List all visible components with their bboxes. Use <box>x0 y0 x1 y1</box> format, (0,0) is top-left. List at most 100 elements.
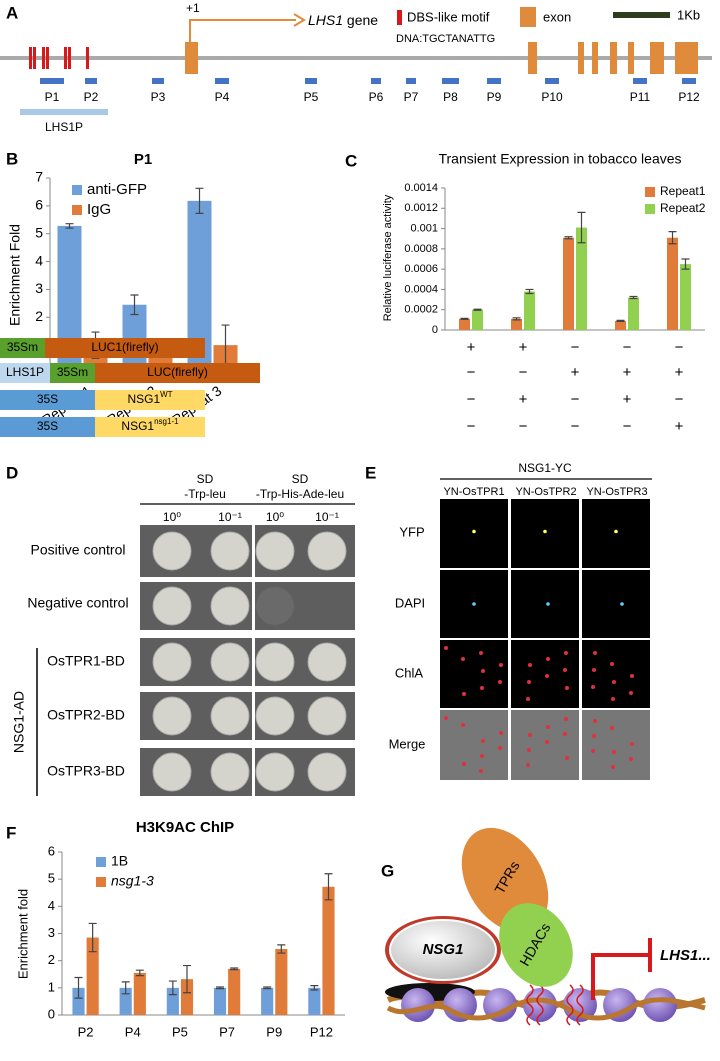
signal <box>543 529 547 534</box>
error-bar <box>74 976 83 999</box>
error-bar <box>512 317 521 321</box>
signal <box>462 692 466 696</box>
row-label: OsTPR3-BD <box>47 763 125 779</box>
probe <box>152 78 164 84</box>
construct-part <box>45 338 205 358</box>
construct-sign: + <box>675 364 684 381</box>
row-label: DAPI <box>395 595 425 610</box>
construct-sign: − <box>571 391 580 408</box>
signal <box>527 680 531 684</box>
dilution-label: 10⁰ <box>163 510 181 524</box>
dilution-label: 10⁻¹ <box>315 510 339 524</box>
construct-sign: + <box>623 391 632 408</box>
construct-label: 35S <box>37 392 58 406</box>
probe <box>305 78 317 84</box>
row-label: Positive control <box>31 542 126 558</box>
micrograph <box>511 710 579 780</box>
construct-label: 35Sm <box>7 340 38 354</box>
construct-superscript: WT <box>160 390 173 399</box>
signal <box>564 651 568 655</box>
micrograph <box>511 499 579 568</box>
signal <box>620 602 624 606</box>
error-bar <box>216 986 225 990</box>
colony <box>307 696 347 736</box>
y-tick-label: 0.0014 <box>404 182 438 194</box>
construct-sign: + <box>571 364 580 381</box>
construct-text: NSG1 <box>127 392 160 406</box>
colony <box>210 586 250 626</box>
y-tick-label: 7 <box>35 169 43 185</box>
bar <box>680 264 691 330</box>
construct-part <box>50 363 95 383</box>
promoter-label: LHS1P <box>45 120 83 134</box>
error-bar <box>324 873 333 901</box>
error-bar <box>668 231 677 245</box>
signal <box>498 746 502 750</box>
colony <box>307 531 347 571</box>
gene-map: +1 LHS1 gene DBS-like motif DNA:TGCTANAT… <box>0 1 712 134</box>
y-axis-label: Enrichment Fold <box>7 224 23 326</box>
error-bar <box>121 981 130 995</box>
y-tick-label: 5 <box>35 224 43 240</box>
probe <box>487 78 501 84</box>
bifc-panel: NSG1-YC YN-OsTPR1 YN-OsTPR2 YN-OsTPR3 YF… <box>389 461 652 780</box>
bar <box>563 237 574 330</box>
error-bar <box>525 288 534 295</box>
bar <box>275 948 288 1015</box>
micrograph <box>582 499 650 568</box>
error-bar <box>195 187 204 214</box>
construct-part <box>95 390 205 410</box>
colony <box>210 642 250 682</box>
construct-sign: − <box>467 364 476 381</box>
signal <box>526 697 530 701</box>
construct-label: LHS1P <box>6 365 44 379</box>
x-tick-label: P7 <box>219 1024 235 1039</box>
y-tick-label: 0 <box>432 324 438 336</box>
signal <box>480 686 484 690</box>
error-bar <box>230 967 239 971</box>
colony <box>210 752 250 792</box>
construct-sign: − <box>467 391 476 408</box>
signal <box>614 529 618 534</box>
model-label: NSG1 <box>423 941 464 958</box>
bar <box>308 987 321 1015</box>
signal <box>612 680 616 684</box>
media-label: -Trp-His-Ade-leu <box>256 487 344 501</box>
bar <box>459 318 470 330</box>
signal <box>563 668 567 672</box>
probe <box>371 78 381 84</box>
colony <box>152 531 192 571</box>
signal <box>612 750 616 754</box>
construct-sign: + <box>519 391 528 408</box>
bar <box>261 987 274 1015</box>
column-label: YN-OsTPR2 <box>515 486 576 498</box>
construct-superscript: nsg1-1 <box>154 417 179 426</box>
y-tick-label: 0 <box>48 1006 55 1021</box>
signal <box>563 732 567 736</box>
row-label: YFP <box>399 524 424 539</box>
bar <box>472 309 483 330</box>
y-tick-label: 6 <box>35 197 43 213</box>
construct-sign: − <box>623 339 632 356</box>
signal <box>565 686 569 690</box>
error-bar <box>629 295 638 300</box>
signal <box>610 726 614 730</box>
panel-label: C <box>345 151 357 170</box>
construct-sign: − <box>571 339 580 356</box>
construct-sign: − <box>571 418 580 435</box>
bar <box>615 320 626 330</box>
bar <box>228 968 241 1015</box>
x-tick-label: P2 <box>78 1024 94 1039</box>
probe <box>40 78 64 84</box>
probe <box>406 78 416 84</box>
legend-label: exon <box>543 9 571 24</box>
micrograph <box>440 710 508 780</box>
signal <box>546 657 550 661</box>
signal <box>564 717 568 721</box>
media-label: SD <box>197 472 214 486</box>
signal <box>592 734 596 738</box>
y-tick-label: 6 <box>48 843 55 858</box>
chart-title: P1 <box>134 151 152 168</box>
signal <box>480 754 484 758</box>
error-bar <box>135 969 144 977</box>
